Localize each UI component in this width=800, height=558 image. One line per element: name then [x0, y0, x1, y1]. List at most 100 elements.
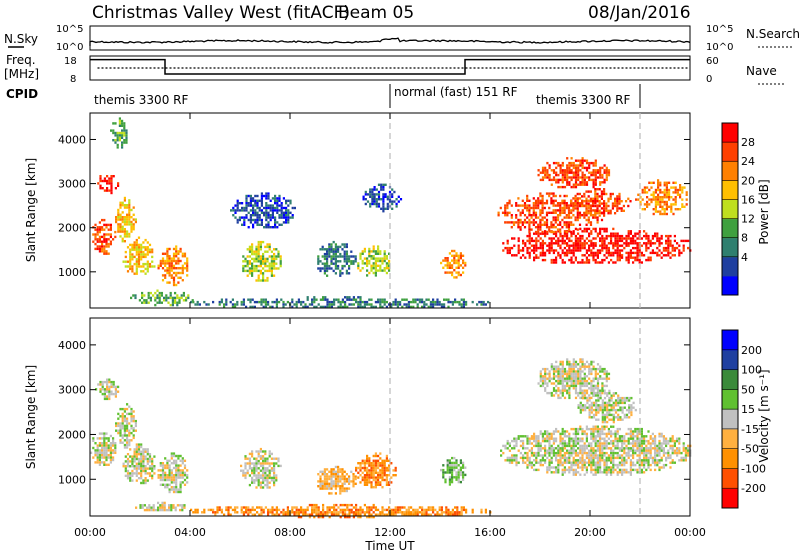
heatmap-cell [588, 240, 590, 242]
heatmap-cell [328, 265, 330, 267]
heatmap-cell [386, 484, 388, 486]
heatmap-cell [138, 256, 140, 258]
heatmap-cell [522, 454, 524, 456]
heatmap-cell [535, 249, 537, 251]
heatmap-cell [573, 438, 575, 440]
heatmap-cell [533, 224, 535, 226]
heatmap-cell [241, 511, 243, 513]
heatmap-cell [326, 473, 328, 475]
heatmap-cell [113, 393, 115, 395]
heatmap-cell [152, 294, 154, 296]
heatmap-cell [670, 206, 672, 208]
heatmap-cell [140, 451, 142, 453]
heatmap-cell [344, 303, 346, 305]
heatmap-cell [362, 476, 364, 478]
heatmap-cell [130, 209, 132, 211]
heatmap-cell [175, 484, 177, 486]
heatmap-cell [317, 480, 319, 482]
heatmap-cell [130, 439, 132, 441]
heatmap-cell [245, 506, 247, 508]
heatmap-cell [367, 200, 369, 202]
heatmap-cell [134, 244, 136, 246]
heatmap-cell [285, 511, 287, 513]
heatmap-cell [162, 472, 164, 474]
heatmap-cell [665, 254, 667, 256]
heatmap-cell [581, 247, 583, 249]
heatmap-cell [101, 241, 103, 243]
heatmap-cell [588, 247, 590, 249]
heatmap-cell [344, 243, 346, 245]
heatmap-cell [252, 226, 254, 228]
heatmap-cell [443, 511, 445, 513]
heatmap-cell [566, 252, 568, 254]
heatmap-cell [264, 477, 266, 479]
heatmap-cell [182, 269, 184, 271]
heatmap-cell [370, 476, 372, 478]
heatmap-cell [661, 450, 663, 452]
heatmap-cell [126, 430, 128, 432]
heatmap-cell [449, 471, 451, 473]
heatmap-cell [564, 204, 566, 206]
heatmap-cell [593, 186, 595, 188]
heatmap-cell [529, 247, 531, 249]
heatmap-cell [353, 303, 355, 305]
heatmap-cell [444, 479, 446, 481]
heatmap-cell [129, 265, 131, 267]
heatmap-cell [142, 256, 144, 258]
heatmap-cell [348, 480, 350, 482]
heatmap-cell [108, 398, 110, 400]
heatmap-cell [382, 188, 384, 190]
heatmap-cell [273, 258, 275, 260]
heatmap-cell [177, 464, 179, 466]
heatmap-cell [369, 191, 371, 193]
heatmap-cell [252, 509, 254, 511]
heatmap-cell [364, 250, 366, 252]
heatmap-cell [384, 479, 386, 481]
heatmap-cell [104, 391, 106, 393]
heatmap-cell [340, 303, 342, 305]
heatmap-cell [670, 210, 672, 212]
heatmap-cell [364, 301, 366, 303]
heatmap-cell [599, 447, 601, 449]
heatmap-cell [253, 267, 255, 269]
heatmap-cell [359, 296, 361, 298]
heatmap-cell [125, 265, 127, 267]
heatmap-cell [586, 454, 588, 456]
heatmap-cell [110, 241, 112, 243]
heatmap-cell [544, 259, 546, 261]
heatmap-cell [184, 464, 186, 466]
heatmap-cell [259, 209, 261, 211]
heatmap-cell [273, 253, 275, 255]
heatmap-cell [108, 189, 110, 191]
heatmap-cell [103, 444, 105, 446]
heatmap-cell [378, 205, 380, 207]
heatmap-cell [605, 205, 607, 207]
heatmap-cell [127, 265, 129, 267]
heatmap-cell [330, 263, 332, 265]
heatmap-cell [675, 208, 677, 210]
heatmap-cell [114, 122, 116, 124]
heatmap-cell [564, 433, 566, 435]
heatmap-cell [441, 509, 443, 511]
heatmap-cell [208, 303, 210, 305]
heatmap-cell [672, 249, 674, 251]
heatmap-cell [175, 455, 177, 457]
heatmap-cell [658, 435, 660, 437]
heatmap-cell [337, 485, 339, 487]
heatmap-cell [351, 511, 353, 513]
heatmap-cell [546, 245, 548, 247]
heatmap-cell [173, 460, 175, 462]
heatmap-cell [672, 450, 674, 452]
nsky-tick-bottom-left: 10^0 [56, 42, 83, 53]
heatmap-cell [621, 454, 623, 456]
heatmap-cell [348, 255, 350, 257]
heatmap-cell [344, 251, 346, 253]
heatmap-cell [339, 270, 341, 272]
heatmap-cell [568, 172, 570, 174]
heatmap-cell [506, 212, 508, 214]
heatmap-cell [311, 303, 313, 305]
heatmap-cell [163, 297, 165, 299]
heatmap-cell [280, 299, 282, 301]
heatmap-cell [262, 241, 264, 243]
heatmap-cell [568, 164, 570, 166]
